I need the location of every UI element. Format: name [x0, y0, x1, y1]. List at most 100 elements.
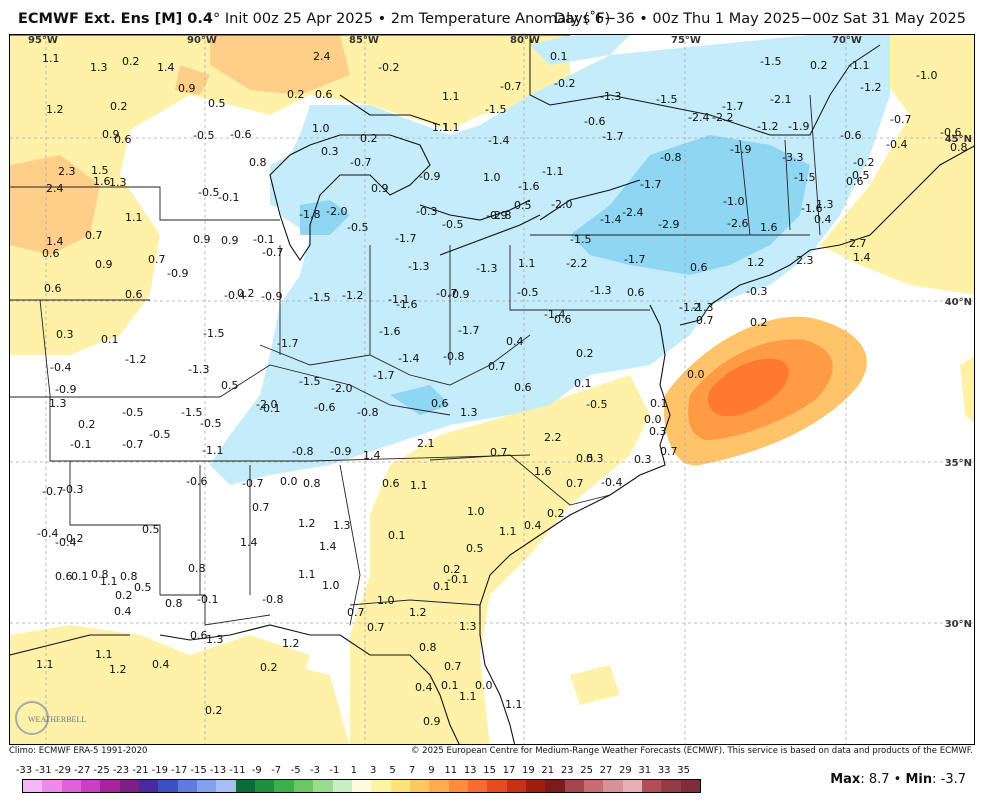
- anomaly-value-label: 1.3: [460, 406, 478, 419]
- anomaly-value-label: -1.7: [395, 232, 416, 245]
- anomaly-value-label: -0.1: [447, 573, 468, 586]
- anomaly-value-label: 0.6: [190, 629, 208, 642]
- anomaly-value-label: -2.0: [256, 398, 277, 411]
- anomaly-value-label: -1.5: [485, 103, 506, 116]
- state-boundaries: [10, 94, 821, 626]
- anomaly-value-label: -0.5: [442, 218, 463, 231]
- scale-tick-label: 29: [619, 765, 632, 776]
- anomaly-value-label: 1.0: [312, 122, 330, 135]
- anomaly-value-label: 1.1: [505, 698, 523, 711]
- scale-tick-label: -29: [54, 765, 71, 776]
- anomaly-value-label: 0.6: [44, 282, 62, 295]
- anomaly-value-label: 0.8: [120, 570, 138, 583]
- climo-note: Climo: ECMWF ERA-5 1991-2020: [9, 746, 148, 756]
- anomaly-value-label: 0.4: [152, 658, 170, 671]
- anomaly-value-label: -2.0: [326, 205, 347, 218]
- anomaly-value-label: 1.3: [816, 198, 834, 211]
- anomaly-value-label: -1.3: [692, 301, 713, 314]
- anomaly-value-label: 0.7: [444, 660, 462, 673]
- scale-tick-label: 1: [350, 765, 357, 776]
- scale-swatch: [409, 780, 430, 792]
- anomaly-value-label: 1.1: [42, 52, 60, 65]
- anomaly-value-label: 0.9: [178, 82, 196, 95]
- anomaly-value-label: 2.7: [849, 237, 867, 250]
- anomaly-value-label: -0.4: [601, 476, 622, 489]
- scale-swatch: [158, 780, 178, 792]
- anomaly-value-label: 0.7: [660, 445, 678, 458]
- scale-tick-label: -9: [251, 765, 262, 776]
- scale-swatch: [603, 780, 623, 792]
- anomaly-value-label: -1.5: [760, 55, 781, 68]
- anomaly-value-label: 0.3: [56, 328, 74, 341]
- anomaly-value-label: -0.7: [890, 113, 911, 126]
- anomaly-value-label: 0.2: [237, 287, 255, 300]
- anomaly-value-label: 2.1: [417, 437, 435, 450]
- anomaly-value-label: 0.5: [221, 379, 239, 392]
- anomaly-value-label: 1.3: [333, 519, 351, 532]
- anomaly-value-label: -1.6: [379, 325, 400, 338]
- anomaly-value-label: 0.8: [165, 597, 183, 610]
- anomaly-value-label: 1.1: [36, 658, 54, 671]
- scale-tick-label: -17: [171, 765, 188, 776]
- anomaly-value-label: 0.1: [388, 529, 406, 542]
- anomaly-value-label: 1.2: [46, 103, 64, 116]
- scale-swatch: [506, 780, 526, 792]
- anomaly-value-label: -1.1: [202, 444, 223, 457]
- anomaly-value-label: 1.1: [442, 121, 460, 134]
- anomaly-value-label: -1.7: [373, 369, 394, 382]
- scale-tick-label: -3: [310, 765, 320, 776]
- coastline: [10, 94, 974, 744]
- scale-swatch: [100, 780, 120, 792]
- anomaly-value-label: -2.8: [490, 209, 511, 222]
- scale-swatch: [642, 780, 662, 792]
- anomaly-value-label: 1.6: [760, 221, 778, 234]
- max-min-readout: Max: 8.7 • Min: -3.7: [830, 772, 966, 787]
- anomaly-value-label: 1.1: [459, 690, 477, 703]
- anomaly-value-label: 0.7: [148, 253, 166, 266]
- anomaly-value-label: -0.8: [357, 406, 378, 419]
- anomaly-value-label: -0.4: [886, 138, 907, 151]
- anomaly-value-label: 0.6: [431, 397, 449, 410]
- anomaly-value-label: -1.2: [125, 353, 146, 366]
- anomaly-value-label: 0.4: [114, 605, 132, 618]
- scale-swatch: [371, 780, 391, 792]
- anomaly-value-label: -1.7: [458, 324, 479, 337]
- anomaly-value-label: -2.2: [712, 111, 733, 124]
- anomaly-value-label: 0.3: [586, 452, 604, 465]
- anomaly-value-label: -1.5: [570, 233, 591, 246]
- anomaly-value-label: 0.9: [102, 128, 120, 141]
- anomaly-value-label: -0.1: [218, 191, 239, 204]
- anomaly-value-label: -1.9: [730, 143, 751, 156]
- anomaly-value-label: -1.2: [860, 81, 881, 94]
- scale-tick-label: 35: [677, 765, 690, 776]
- anomaly-value-label: -0.5: [193, 129, 214, 142]
- anomaly-value-label: 0.2: [110, 100, 128, 113]
- map-title: ECMWF Ext. Ens [M] 0.4° Init 00z 25 Apr …: [18, 11, 610, 27]
- anomaly-value-label: 0.7: [252, 501, 270, 514]
- scale-tick-label: -11: [229, 765, 246, 776]
- anomaly-value-label: -1.2: [679, 301, 700, 314]
- warm-anomaly-shading: [10, 35, 974, 744]
- anomaly-value-label: -0.2: [853, 156, 874, 169]
- anomaly-value-label: -0.4: [55, 536, 76, 549]
- anomaly-value-label: -1.3: [476, 262, 497, 275]
- scale-tick-label: 31: [638, 765, 652, 776]
- anomaly-value-label: 0.1: [441, 679, 459, 692]
- anomaly-value-label: 0.5: [142, 523, 160, 536]
- anomaly-value-label: 1.0: [467, 505, 485, 518]
- anomaly-value-label: 1.3: [49, 397, 67, 410]
- scale-swatch: [564, 780, 584, 792]
- anomaly-value-label: 1.6: [534, 465, 552, 478]
- anomaly-value-label: 0.8: [91, 568, 109, 581]
- scale-tick-label: -31: [35, 765, 52, 776]
- anomaly-value-label: -1.4: [600, 213, 621, 226]
- map-frame: 95°W 90°W 85°W 80°W 75°W 70°W 45°N 40°N …: [9, 34, 975, 745]
- scale-swatch: [81, 780, 101, 792]
- anomaly-value-label: 1.3: [459, 620, 477, 633]
- scale-tick-label: -19: [151, 765, 168, 776]
- anomaly-value-label: -0.5: [149, 428, 170, 441]
- anomaly-value-label: 1.4: [319, 540, 337, 553]
- anomaly-value-label: 1.1: [298, 568, 316, 581]
- anomaly-value-label: -2.9: [658, 218, 679, 231]
- scale-tick-label: -15: [190, 765, 207, 776]
